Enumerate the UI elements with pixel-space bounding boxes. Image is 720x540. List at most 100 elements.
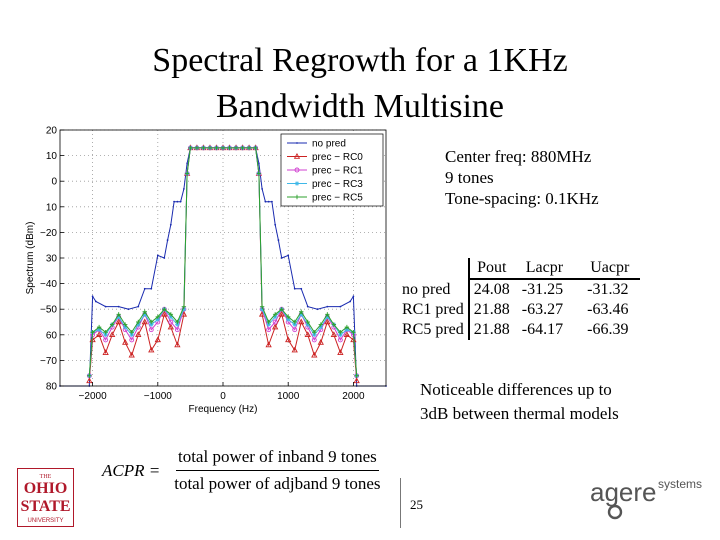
legend-label: no pred [312,139,346,150]
data-point [286,314,291,320]
data-point [184,171,190,176]
x-tick-label: −1000 [144,391,173,402]
y-axis-label: Spectrum (dBm) [25,222,36,295]
title-line-1: Spectral Regrowth for a 1KHz [152,42,568,79]
data-point [155,317,160,322]
cell-pout: 21.88 [473,321,510,338]
chart-legend: no pred prec − RC0 prec − RC1 prec − RC3 pre… [280,133,384,207]
data-point [156,254,159,257]
data-point [168,319,174,325]
data-point [168,312,174,317]
data-point [135,331,142,338]
y-tick-label: −40 [40,279,57,290]
data-point [162,307,167,312]
footer-divider [400,478,401,528]
legend-entry: prec − RC5 [287,193,363,204]
cell-uacpr: -31.32 [587,281,629,298]
page-number: 25 [410,497,423,512]
x-tick-label: 2000 [342,391,365,402]
data-point [96,327,102,332]
data-point [344,327,350,332]
data-point [148,327,154,333]
data-point [292,322,297,327]
data-point [123,322,128,327]
data-point [155,314,160,320]
data-point [207,145,213,151]
data-point [94,300,97,303]
table-row: RC5 pred 21.88 -64.17 -66.39 [398,320,640,340]
data-point [330,331,337,338]
data-point [316,308,319,311]
data-point [318,324,323,330]
data-point [312,330,317,335]
y-tick-label: 60 [46,330,58,341]
formula-numerator: total power of inband 9 tones [175,447,379,471]
results-header-lacpr: Lacpr [509,258,576,280]
results-table: Pout Lacpr Uacpr no pred 24.08 -31.25 -3… [398,258,641,340]
data-point [257,162,260,165]
data-point [95,331,103,338]
cell-lacpr: -64.17 [521,321,564,338]
data-point [339,305,342,308]
agere-systems-logo: agere systems [590,477,702,520]
data-point [350,336,357,343]
data-point [154,336,161,343]
formula-lhs: ACPR = [102,460,161,480]
data-point [173,200,176,203]
osu-logo-ohio: OHIO [24,480,68,497]
data-point [89,336,96,343]
data-point [122,338,129,345]
data-point [338,330,343,335]
data-point [246,145,252,151]
y-tick-label: 20 [46,126,58,137]
data-point [300,287,303,290]
data-point [272,312,278,317]
data-point [91,295,94,298]
data-point [259,304,265,309]
series-4 [87,145,359,378]
data-point [115,318,122,325]
data-point [317,338,324,345]
data-point [181,304,187,309]
note-line-2: 3dB between thermal models [420,404,619,423]
data-point [167,323,174,330]
results-header-row: Pout Lacpr Uacpr [398,258,641,280]
data-point [306,305,309,308]
data-point [87,373,92,378]
agere-logo-suffix: systems [658,477,702,491]
data-point [256,171,262,176]
data-point [123,324,128,330]
data-point [337,349,344,355]
y-tick-label: 10 [46,202,58,213]
data-point [299,309,304,314]
slide-title: Spectral Regrowth for a 1KHz Bandwidth M… [0,38,720,130]
agere-logo-word: agere [590,477,657,507]
thermal-note: Noticeable differences up to 3dB between… [420,378,619,426]
data-point [136,322,141,327]
data-point [294,181,300,186]
data-point [267,200,270,203]
data-point [304,331,311,338]
data-point [326,305,329,308]
data-point [129,332,134,337]
data-point [343,331,351,338]
x-axis-label: Frequency (Hz) [189,404,258,415]
data-point [293,287,296,290]
data-point [299,312,304,317]
data-point [142,309,147,314]
data-point [137,305,140,308]
data-point [266,319,271,325]
x-tick-label: −2000 [79,391,108,402]
data-point [292,319,297,325]
osu-logo-state: STATE [20,498,70,515]
legend-label: prec − RC0 [312,152,363,163]
data-point [116,314,121,320]
data-point [287,254,290,257]
data-point [253,145,258,151]
data-point [272,319,278,325]
data-point [338,332,343,337]
data-point [344,324,350,330]
data-point [337,337,343,343]
data-point [324,318,331,325]
legend-entry: prec − RC0 [287,152,363,163]
